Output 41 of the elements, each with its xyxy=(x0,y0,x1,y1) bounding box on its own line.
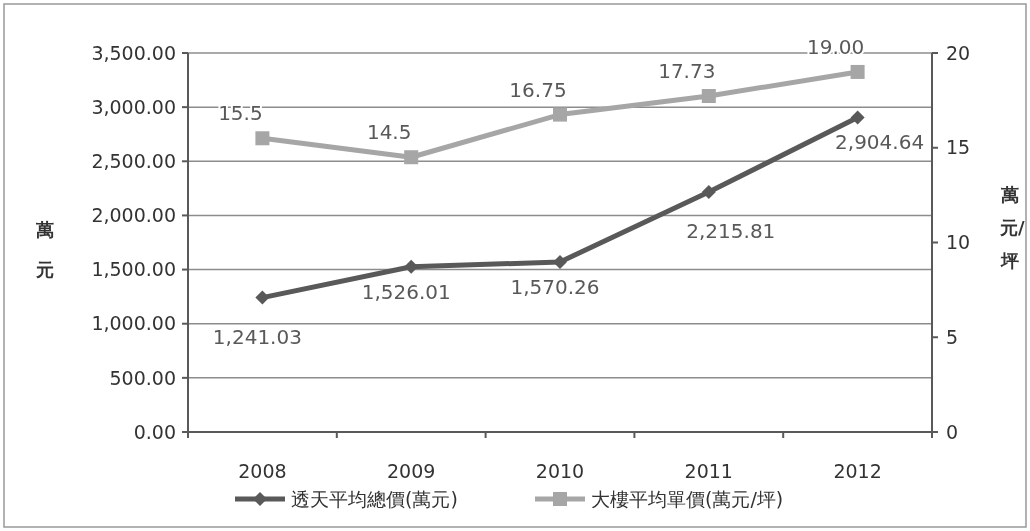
y-tick-label: 1,000.00 xyxy=(91,312,176,335)
x-tick-label: 2012 xyxy=(833,460,882,482)
y-tick-label: 2,500.00 xyxy=(91,149,176,172)
y2-tick-label: 10 xyxy=(946,231,971,254)
x-tick-label: 2011 xyxy=(684,460,733,482)
y-tick-label: 0.00 xyxy=(133,420,176,443)
data-label: 15.5 xyxy=(218,101,263,126)
data-label: 2,904.64 xyxy=(835,130,925,155)
data-label: 1,241.03 xyxy=(212,324,302,349)
y-axis-title: 萬元 xyxy=(35,218,55,282)
y-tick-label: 2,000.00 xyxy=(91,204,176,227)
y2-axis-title: 萬元/坪 xyxy=(1000,183,1025,273)
point xyxy=(255,131,270,146)
y-tick-label: 3,000.00 xyxy=(91,95,176,118)
point xyxy=(553,107,567,122)
point xyxy=(701,89,716,104)
point xyxy=(255,290,270,305)
y-tick-label: 500.00 xyxy=(109,366,176,389)
y2-tick-label: 20 xyxy=(946,41,971,64)
data-label: 1,570.26 xyxy=(510,274,600,299)
point xyxy=(404,150,419,165)
x-tick-label: 2009 xyxy=(387,460,436,482)
x-tick-label: 2008 xyxy=(238,460,287,482)
y-tick-label: 3,500.00 xyxy=(91,41,176,64)
point xyxy=(850,64,865,79)
point xyxy=(701,185,716,200)
y2-tick-label: 0 xyxy=(946,420,959,443)
data-label: 1,526.01 xyxy=(361,279,451,304)
y-tick-label: 1,500.00 xyxy=(91,258,176,281)
data-label: 19.00 xyxy=(806,34,865,59)
point xyxy=(850,110,865,125)
data-label: 17.73 xyxy=(658,59,716,84)
point xyxy=(553,254,567,269)
y2-tick-label: 5 xyxy=(946,325,959,348)
data-label: 2,215.81 xyxy=(686,219,776,244)
legend-label: 透天平均總價(萬元) xyxy=(291,487,458,510)
x-tick-label: 2010 xyxy=(535,460,585,482)
y2-tick-label: 15 xyxy=(946,136,971,159)
data-label: 16.75 xyxy=(509,77,567,102)
legend-label: 大樓平均單價(萬元/坪) xyxy=(591,487,784,510)
data-label: 14.5 xyxy=(366,120,412,145)
